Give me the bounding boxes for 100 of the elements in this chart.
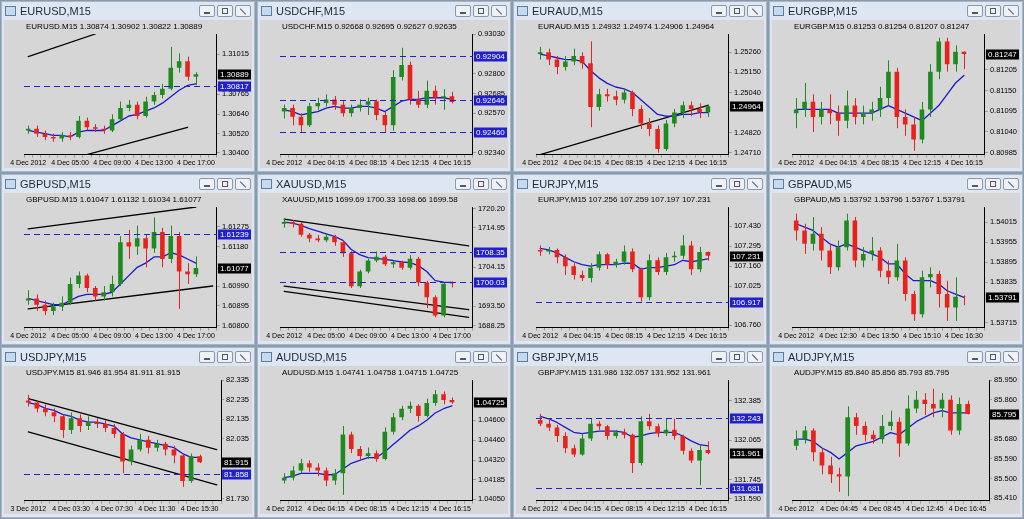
candlestick [902, 108, 908, 137]
candlestick [390, 412, 396, 436]
ref-line-label: 81.858 [224, 469, 250, 479]
candlestick [828, 456, 833, 484]
chart-subtitle: GBPAUD,M5 1.53792 1.53796 1.53767 1.53791 [794, 195, 966, 205]
candlestick [399, 47, 404, 82]
candlestick [143, 96, 148, 119]
candlestick [588, 418, 593, 442]
candlestick [672, 418, 677, 441]
candlestick [76, 115, 81, 140]
candlestick [793, 213, 799, 241]
candlestick [911, 290, 916, 322]
candlestick [596, 250, 602, 272]
candlestick [621, 244, 627, 266]
candlestick [869, 101, 874, 122]
candlestick [655, 124, 660, 154]
candlestick [60, 413, 65, 439]
candlestick [819, 226, 824, 262]
candlestick [888, 410, 893, 431]
annotation: 1.30889 [219, 69, 250, 79]
candlestick [118, 101, 123, 122]
candlestick [588, 262, 593, 283]
chart-subtitle: USDJPY.M15 81.946 81.954 81.911 81.915 [26, 368, 182, 378]
chart-subtitle: XAUUSD,M15 1699.69 1700.33 1698.66 1699.58 [282, 195, 459, 205]
chart-title: AUDJPY,M15 [788, 351, 856, 363]
candlestick [168, 46, 174, 91]
chart-subtitle: AUDJPY.M15 85.840 85.856 85.793 85.795 [794, 368, 950, 378]
candlestick [793, 97, 799, 129]
ref-line-label: 1.61239 [219, 229, 250, 239]
candlestick [931, 388, 936, 418]
candlestick [290, 104, 295, 126]
candlestick [416, 256, 421, 287]
candlestick [126, 229, 132, 260]
candlestick [307, 102, 312, 128]
chart-title: USDCHF,M15 [276, 5, 347, 17]
candlestick [680, 234, 686, 260]
candlestick [680, 434, 686, 455]
annotation: 1.61077 [219, 263, 250, 273]
candlestick [185, 56, 190, 82]
annotation: 1.53791 [987, 292, 1018, 302]
chart-subtitle: USDCHF.M15 0.92668 0.92695 0.92627 0.92635 [282, 22, 458, 32]
chart-subtitle: AUDUSD.M15 1.04741 1.04758 1.04715 1.04725 [282, 368, 459, 378]
chart-title: AUDUSD,M15 [276, 351, 348, 363]
candlestick [185, 262, 190, 285]
ref-line-label: 1.30817 [219, 81, 250, 91]
candlestick [176, 52, 182, 74]
candlestick [323, 467, 329, 487]
candlestick [793, 429, 799, 451]
chart-subtitle: EURAUD.M15 1.24932 1.24974 1.24906 1.24964 [538, 22, 715, 32]
candlestick [827, 243, 833, 275]
ref-line-label: 0.92646 [475, 95, 506, 105]
candlestick [936, 270, 942, 308]
ref-line-label: 131.681 [731, 483, 762, 493]
candlestick [630, 247, 635, 273]
annotation: 107.231 [731, 251, 762, 261]
candlestick [953, 44, 958, 73]
chart-title: GBPUSD,M15 [20, 178, 92, 190]
chart-title: GBPAUD,M5 [788, 178, 853, 190]
ref-line-label: 0.92904 [475, 51, 506, 61]
candlestick [563, 253, 568, 276]
annotation: 81.915 [224, 457, 250, 467]
candlestick [944, 280, 950, 322]
candlestick [646, 117, 652, 137]
candlestick [374, 98, 379, 121]
candlestick [819, 101, 824, 125]
candlestick [424, 280, 430, 309]
chart-title: EURGBP,M15 [788, 5, 859, 17]
candlestick [563, 431, 568, 454]
candlestick [862, 421, 868, 442]
candlestick [928, 266, 933, 288]
chart-subtitle: EURUSD.M15 1.30874 1.30902 1.30822 1.30889 [26, 22, 203, 32]
candlestick [424, 80, 430, 109]
candlestick [911, 116, 916, 152]
candlestick [672, 108, 677, 128]
chart-title: EURJPY,M15 [532, 178, 600, 190]
ref-line-label: 106.917 [731, 297, 762, 307]
candlestick [869, 236, 874, 262]
candlestick [860, 246, 866, 268]
ref-line-label: 1700.03 [475, 277, 506, 287]
annotation: 0.81247 [987, 49, 1018, 59]
chart-title: EURAUD,M15 [532, 5, 604, 17]
candlestick [134, 225, 140, 256]
candlestick [143, 233, 148, 268]
annotation: 131.961 [731, 448, 762, 458]
ref-line-label: 0.92460 [475, 127, 506, 137]
candlestick [441, 88, 446, 111]
candlestick [802, 223, 807, 255]
ref-line-label: 1708.35 [475, 247, 506, 257]
candlestick [348, 431, 354, 454]
annotation: 1.04725 [475, 397, 506, 407]
annotation: 1.24964 [731, 101, 762, 111]
candlestick [922, 392, 928, 416]
candlestick [424, 398, 430, 418]
ref-line-label: 132.243 [731, 413, 762, 423]
candlestick [844, 90, 849, 129]
annotation: 85.795 [992, 409, 1018, 419]
candlestick [697, 246, 702, 273]
chart-subtitle: EURJPY,M15 107.256 107.259 107.197 107.231 [538, 195, 712, 205]
candlestick [860, 105, 866, 125]
candlestick [819, 447, 825, 475]
